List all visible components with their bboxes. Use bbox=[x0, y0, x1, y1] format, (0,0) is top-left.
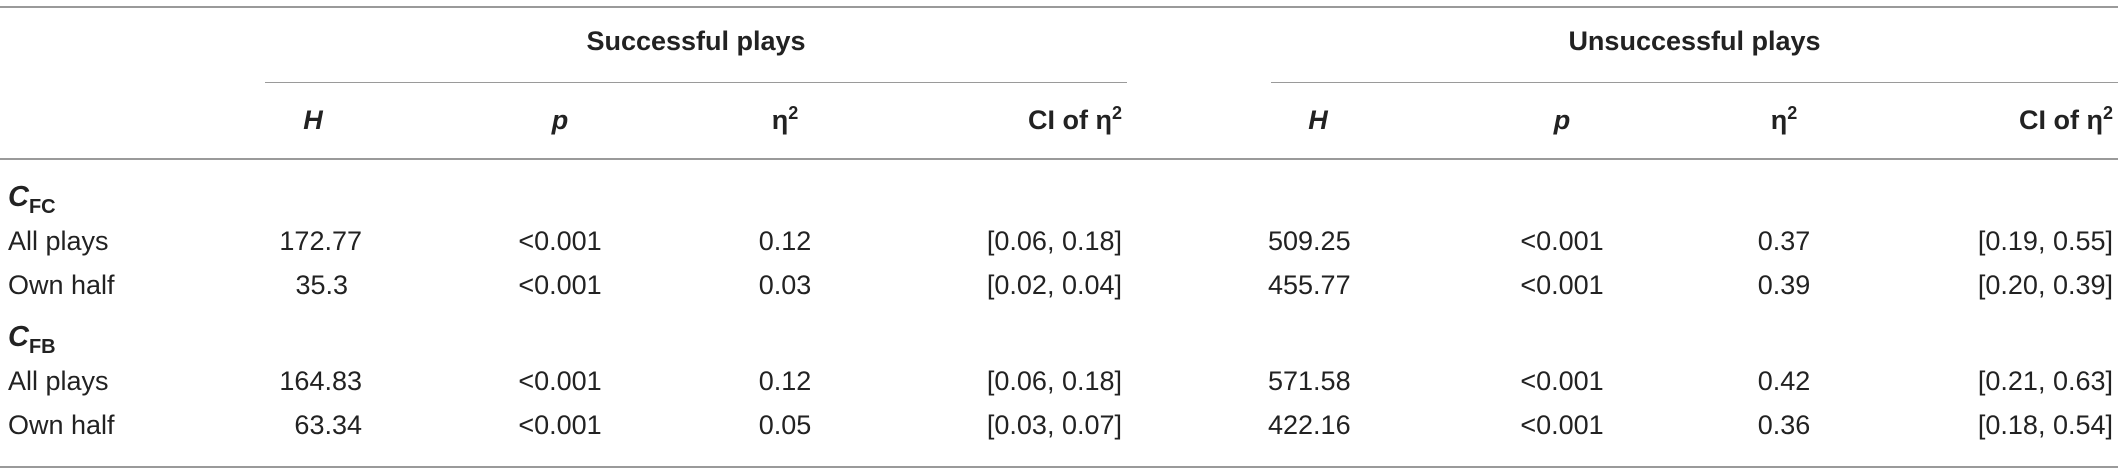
col-header-ci-eta-squared: CI of η2 bbox=[1028, 103, 1122, 135]
cell-unsuccessful-ci: [0.19, 0.55] bbox=[1977, 226, 2113, 256]
col-header-ci-eta-squared: CI of η2 bbox=[2019, 103, 2113, 135]
col-header-p: p bbox=[551, 105, 569, 135]
cell-successful-ci: [0.02, 0.04] bbox=[986, 270, 1122, 300]
col-header-h: H bbox=[303, 105, 323, 135]
cell-unsuccessful-ci: [0.21, 0.63] bbox=[1977, 366, 2113, 396]
row-label: Own half bbox=[8, 410, 115, 440]
col-header-eta-squared: η2 bbox=[771, 103, 799, 135]
header-rule bbox=[0, 158, 2118, 160]
section-label-cfc: CFC bbox=[8, 181, 56, 218]
cell-successful-p: <0.001 bbox=[518, 270, 602, 300]
cell-successful-eta: 0.05 bbox=[758, 410, 812, 440]
top-rule bbox=[0, 6, 2118, 8]
cell-successful-h: 164.83 bbox=[279, 366, 362, 396]
bottom-rule bbox=[0, 466, 2118, 468]
section-label-cfb: CFB bbox=[8, 321, 56, 358]
unsuccessful-group-rule bbox=[1271, 82, 2118, 83]
cell-successful-h: 35.3 bbox=[295, 270, 348, 300]
cell-successful-ci: [0.06, 0.18] bbox=[986, 366, 1122, 396]
cell-successful-ci: [0.03, 0.07] bbox=[986, 410, 1122, 440]
cell-unsuccessful-p: <0.001 bbox=[1520, 410, 1604, 440]
row-label: All plays bbox=[8, 226, 109, 256]
cell-successful-h: 172.77 bbox=[279, 226, 362, 256]
cell-unsuccessful-eta: 0.37 bbox=[1757, 226, 1811, 256]
group-header-unsuccessful: Unsuccessful plays bbox=[1568, 26, 1821, 56]
row-label: Own half bbox=[8, 270, 115, 300]
cell-unsuccessful-p: <0.001 bbox=[1520, 270, 1604, 300]
cell-unsuccessful-ci: [0.18, 0.54] bbox=[1977, 410, 2113, 440]
cell-successful-p: <0.001 bbox=[518, 366, 602, 396]
row-label: All plays bbox=[8, 366, 109, 396]
cell-unsuccessful-h: 422.16 bbox=[1268, 410, 1351, 440]
cell-unsuccessful-h: 455.77 bbox=[1268, 270, 1351, 300]
cell-successful-p: <0.001 bbox=[518, 226, 602, 256]
cell-unsuccessful-p: <0.001 bbox=[1520, 226, 1604, 256]
cell-unsuccessful-p: <0.001 bbox=[1520, 366, 1604, 396]
cell-successful-eta: 0.03 bbox=[758, 270, 812, 300]
col-header-eta-squared: η2 bbox=[1770, 103, 1798, 135]
cell-successful-eta: 0.12 bbox=[758, 226, 812, 256]
cell-unsuccessful-ci: [0.20, 0.39] bbox=[1977, 270, 2113, 300]
group-header-successful: Successful plays bbox=[586, 26, 806, 56]
col-header-h: H bbox=[1308, 105, 1328, 135]
cell-unsuccessful-eta: 0.39 bbox=[1757, 270, 1811, 300]
cell-successful-p: <0.001 bbox=[518, 410, 602, 440]
col-header-p: p bbox=[1553, 105, 1571, 135]
successful-group-rule bbox=[265, 82, 1127, 83]
cell-unsuccessful-eta: 0.42 bbox=[1757, 366, 1811, 396]
cell-unsuccessful-h: 509.25 bbox=[1268, 226, 1351, 256]
cell-successful-h: 63.34 bbox=[294, 410, 362, 440]
cell-successful-eta: 0.12 bbox=[758, 366, 812, 396]
cell-successful-ci: [0.06, 0.18] bbox=[986, 226, 1122, 256]
cell-unsuccessful-h: 571.58 bbox=[1268, 366, 1351, 396]
cell-unsuccessful-eta: 0.36 bbox=[1757, 410, 1811, 440]
